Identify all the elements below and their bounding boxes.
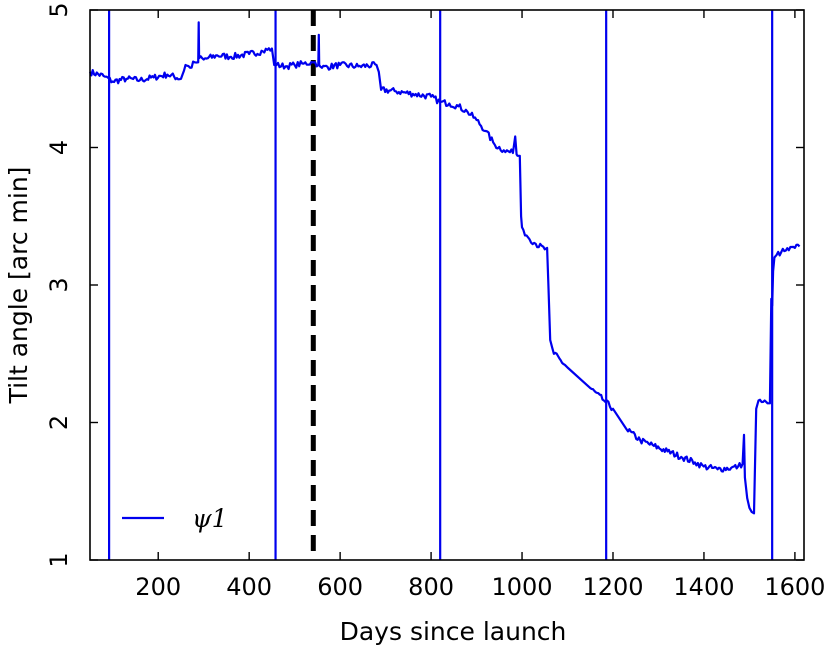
y-tick-label: 3 — [45, 277, 73, 292]
x-tick-label: 600 — [317, 573, 363, 601]
x-tick-label: 1200 — [582, 573, 643, 601]
y-tick-label: 5 — [45, 2, 73, 17]
x-tick-label: 1000 — [491, 573, 552, 601]
y-tick-label: 1 — [45, 552, 73, 567]
plot-frame — [89, 9, 805, 561]
series-psi1-line — [88, 21, 801, 515]
y-axis-label: Tilt angle [arc min] — [4, 167, 33, 405]
y-tick-label: 2 — [45, 415, 73, 430]
x-tick-label: 800 — [408, 573, 454, 601]
x-tick-label: 200 — [135, 573, 181, 601]
x-tick-label: 1400 — [673, 573, 734, 601]
x-tick-label: 1600 — [764, 573, 825, 601]
y-tick-label: 4 — [45, 140, 73, 155]
x-axis-label: Days since launch — [340, 617, 567, 646]
tick-labels: 200 400 600 800 1000 1200 1400 1600 1 2 3 4 5 — [45, 2, 825, 601]
legend-label: ψ1 — [192, 504, 228, 533]
x-tick-label: 400 — [226, 573, 272, 601]
vertical-marker-lines — [108, 10, 774, 560]
legend: ψ1 — [122, 504, 228, 533]
axis-ticks — [90, 9, 804, 561]
